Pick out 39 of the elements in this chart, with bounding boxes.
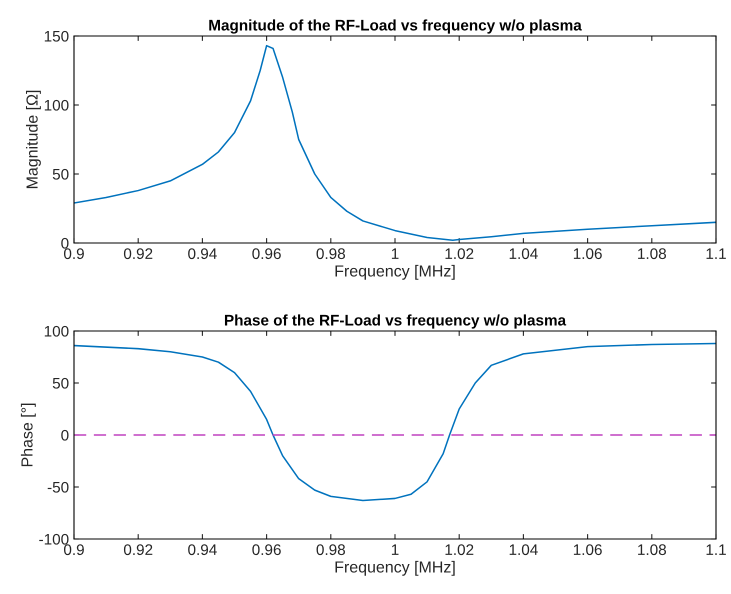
x-tick-label: 1 <box>392 544 399 555</box>
x-tick-label: 0.94 <box>188 544 217 556</box>
x-tick-label: 1.1 <box>706 544 726 555</box>
x-tick-label: 1 <box>392 248 399 259</box>
x-axis-title: Frequency [MHz] <box>336 264 455 280</box>
y-tick-label: 100 <box>44 326 69 337</box>
chart-title: Magnitude of the RF-Load vs frequency w/o plasma <box>209 19 582 34</box>
x-tick-label: 0.96 <box>252 248 281 260</box>
x-tick-label: 0.98 <box>316 544 346 556</box>
line-series <box>74 44 716 242</box>
y-tick-label: 0 <box>61 430 69 441</box>
x-tick-label: 1.04 <box>510 544 538 556</box>
x-tick-label: 0.98 <box>316 248 346 260</box>
y-tick-label: 0 <box>61 238 69 249</box>
x-tick-label: 1.08 <box>638 248 666 260</box>
x-tick-label: 0.96 <box>252 544 281 556</box>
x-tick-label: 0.92 <box>124 544 152 556</box>
line-series <box>74 342 716 502</box>
y-tick-label: -50 <box>48 482 69 493</box>
x-tick-label: 0.94 <box>188 248 217 260</box>
x-tick-label: 1.08 <box>638 544 666 556</box>
x-tick-label: 0.92 <box>124 248 152 260</box>
x-tick-label: 1.06 <box>574 544 602 556</box>
y-tick-label: 150 <box>44 30 69 42</box>
y-tick-label: 100 <box>44 100 69 111</box>
x-tick-label: 0.9 <box>64 248 84 260</box>
y-axis-title: Magnitude [Ω] <box>26 90 41 188</box>
x-tick-label: 1.06 <box>574 248 602 260</box>
y-axis-title: Phase [°] <box>20 404 36 466</box>
y-tick-label: -100 <box>39 534 69 545</box>
chart-title: Phase of the RF-Load vs frequency w/o plasma <box>224 314 566 329</box>
x-tick-label: 0.9 <box>64 544 84 556</box>
x-tick-label: 1.1 <box>706 248 726 259</box>
y-tick-label: 50 <box>52 168 69 180</box>
y-tick-label: 50 <box>52 378 69 389</box>
x-tick-label: 1.04 <box>510 248 538 260</box>
x-tick-label: 1.02 <box>446 544 474 556</box>
x-axis-title: Frequency [MHz] <box>336 560 455 576</box>
x-tick-label: 1.02 <box>446 248 474 260</box>
